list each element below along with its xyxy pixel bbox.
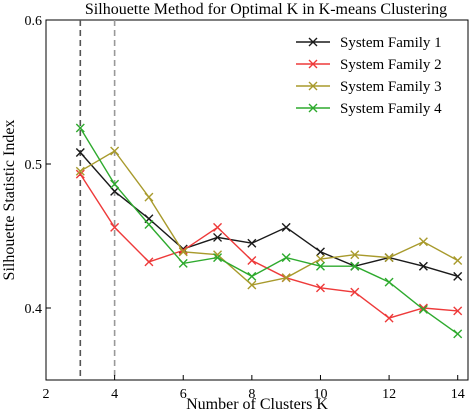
data-point (110, 222, 120, 232)
data-point (453, 306, 463, 316)
data-point (178, 247, 188, 257)
legend-label: System Family 4 (340, 101, 442, 117)
legend-marker (308, 37, 318, 47)
y-tick-label: 0.5 (25, 158, 43, 173)
legend-label: System Family 2 (340, 57, 442, 73)
data-point (213, 232, 223, 242)
legend: System Family 1 System Family 2 System Fam… (296, 35, 442, 117)
series-1 (75, 147, 463, 281)
y-axis: 0.4 0.5 0.6 (25, 14, 51, 317)
series-2 (75, 169, 463, 323)
data-point (247, 255, 257, 265)
x-tick-label: 10 (313, 387, 327, 402)
data-point (144, 257, 154, 267)
x-tick-label: 14 (451, 387, 465, 402)
data-point (315, 261, 325, 271)
data-point (213, 222, 223, 232)
data-point (384, 277, 394, 287)
data-point (418, 304, 428, 314)
legend-marker (308, 103, 318, 113)
data-point (75, 123, 85, 133)
x-tick-label: 8 (248, 387, 255, 402)
data-point (384, 313, 394, 323)
data-point (281, 253, 291, 263)
x-axis: 2 4 6 8 10 12 14 (43, 375, 465, 402)
data-point (144, 192, 154, 202)
data-point (453, 329, 463, 339)
x-tick-label: 6 (180, 387, 187, 402)
data-point (281, 273, 291, 283)
y-tick-label: 0.6 (25, 14, 43, 29)
x-tick-label: 12 (382, 387, 396, 402)
data-point (75, 147, 85, 157)
data-point (281, 222, 291, 232)
x-tick-label: 4 (111, 387, 118, 402)
data-point (247, 238, 257, 248)
series-line (79, 127, 459, 335)
chart-title: Silhouette Method for Optimal K in K-mea… (85, 1, 447, 18)
data-point (144, 219, 154, 229)
data-point (315, 254, 325, 264)
x-tick-label: 2 (43, 387, 50, 402)
data-point (315, 283, 325, 293)
series-layer (75, 123, 463, 339)
data-point (75, 166, 85, 176)
data-point (418, 237, 428, 247)
data-point (110, 146, 120, 156)
plot-frame (45, 19, 469, 381)
legend-label: System Family 3 (340, 79, 442, 95)
series-line (79, 150, 459, 286)
series-line (79, 152, 458, 277)
series-3 (75, 146, 463, 290)
data-point (453, 271, 463, 281)
data-point (110, 179, 120, 189)
data-point (384, 253, 394, 263)
data-point (315, 247, 325, 257)
data-point (247, 271, 257, 281)
data-point (350, 287, 360, 297)
data-point (178, 258, 188, 268)
data-point (350, 250, 360, 260)
reference-lines (79, 20, 116, 380)
legend-marker (308, 59, 318, 69)
data-point (213, 253, 223, 263)
series-4 (75, 123, 463, 339)
series-line (79, 173, 458, 319)
data-point (453, 255, 463, 265)
x-axis-label: Number of Clusters K (186, 396, 328, 411)
legend-marker (308, 81, 318, 91)
data-point (418, 261, 428, 271)
legend-label: System Family 1 (340, 35, 442, 51)
data-point (350, 261, 360, 271)
y-tick-label: 0.4 (25, 302, 43, 317)
data-point (247, 280, 257, 290)
y-axis-label: Silhouette Statistic Index (1, 120, 18, 281)
data-point (75, 169, 85, 179)
data-point (110, 186, 120, 196)
